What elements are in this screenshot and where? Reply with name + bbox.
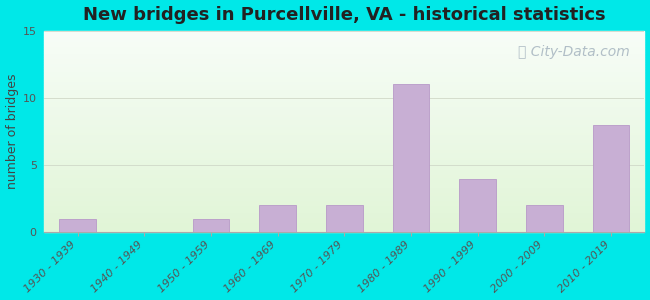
Bar [44, 162, 644, 164]
Bar [259, 206, 296, 232]
Bar [44, 200, 644, 202]
Bar [44, 81, 644, 84]
Bar [44, 147, 644, 149]
Bar [44, 139, 644, 142]
Bar [44, 220, 644, 222]
Text: ⓘ City-Data.com: ⓘ City-Data.com [517, 45, 629, 59]
Bar [393, 84, 430, 232]
Bar [44, 142, 644, 144]
Bar [44, 154, 644, 157]
Bar [44, 79, 644, 81]
Bar [44, 43, 644, 46]
Bar [44, 164, 644, 167]
Bar [44, 116, 644, 119]
Bar [44, 61, 644, 63]
Bar [44, 63, 644, 66]
Y-axis label: number of bridges: number of bridges [6, 74, 19, 189]
Bar [44, 149, 644, 152]
Bar [44, 86, 644, 88]
Bar [59, 219, 96, 232]
Bar [44, 119, 644, 122]
Bar [44, 207, 644, 210]
Bar [44, 159, 644, 162]
Bar [44, 144, 644, 147]
Bar [44, 134, 644, 136]
Bar [44, 122, 644, 124]
Bar [44, 68, 644, 71]
Bar [44, 114, 644, 116]
Bar [44, 51, 644, 53]
Bar [44, 84, 644, 86]
Bar [44, 101, 644, 104]
Bar [44, 56, 644, 58]
Bar [44, 36, 644, 38]
Bar [44, 106, 644, 109]
Bar [44, 192, 644, 194]
Bar [192, 219, 229, 232]
Bar [44, 222, 644, 225]
Bar [44, 212, 644, 215]
Bar [44, 33, 644, 36]
Bar [44, 172, 644, 174]
Bar [44, 174, 644, 177]
Bar [593, 125, 629, 232]
Bar [44, 217, 644, 220]
Bar [44, 46, 644, 48]
Bar [44, 225, 644, 227]
Bar [44, 187, 644, 190]
Bar [44, 167, 644, 169]
Bar [44, 197, 644, 200]
Bar [44, 179, 644, 182]
Bar [44, 91, 644, 94]
Bar [44, 31, 644, 33]
Bar [326, 206, 363, 232]
Bar [44, 127, 644, 129]
Bar [44, 227, 644, 230]
Bar [526, 206, 563, 232]
Title: New bridges in Purcellville, VA - historical statistics: New bridges in Purcellville, VA - histor… [83, 6, 606, 24]
Bar [44, 124, 644, 127]
Bar [460, 178, 496, 232]
Bar [44, 96, 644, 99]
Bar [44, 230, 644, 232]
Bar [44, 111, 644, 114]
Bar [44, 99, 644, 101]
Bar [44, 129, 644, 131]
Bar [44, 109, 644, 111]
Bar [44, 48, 644, 51]
Bar [44, 157, 644, 159]
Bar [44, 194, 644, 197]
Bar [44, 177, 644, 179]
Bar [44, 210, 644, 212]
Bar [44, 202, 644, 205]
Bar [44, 169, 644, 172]
Bar [44, 104, 644, 106]
Bar [44, 76, 644, 79]
Bar [44, 136, 644, 139]
Bar [44, 184, 644, 187]
Bar [44, 38, 644, 41]
Bar [44, 74, 644, 76]
Bar [44, 190, 644, 192]
Bar [44, 131, 644, 134]
Bar [44, 94, 644, 96]
Bar [44, 71, 644, 74]
Bar [44, 53, 644, 56]
Bar [44, 88, 644, 91]
Bar [44, 58, 644, 61]
Bar [44, 66, 644, 68]
Bar [44, 205, 644, 207]
Bar [44, 152, 644, 154]
Bar [44, 215, 644, 217]
Bar [44, 182, 644, 184]
Bar [44, 41, 644, 43]
